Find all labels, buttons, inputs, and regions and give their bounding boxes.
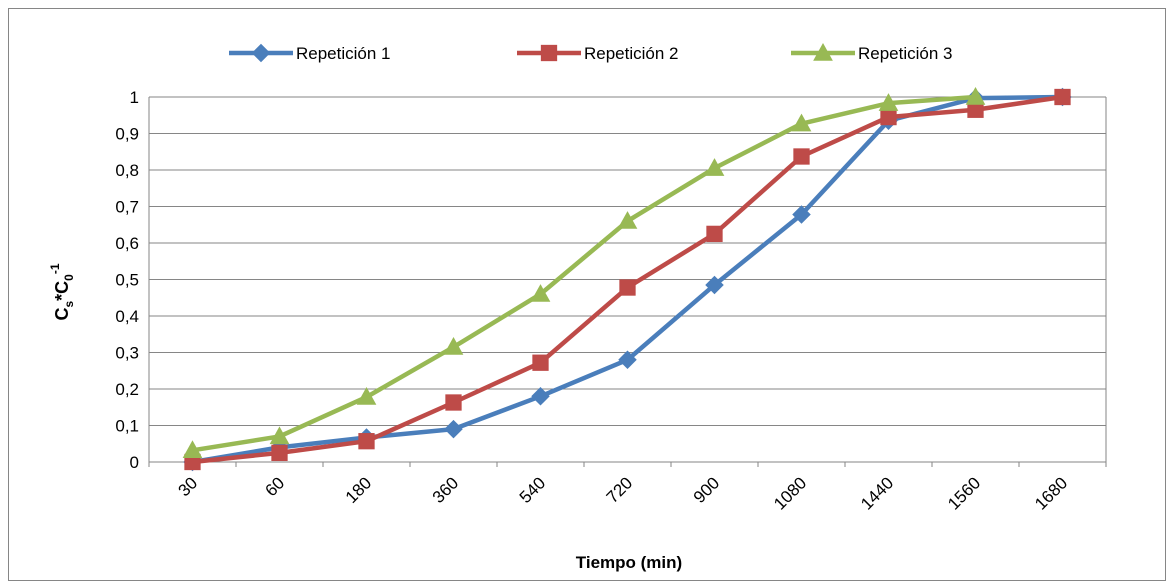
x-tick-label: 900 <box>690 473 723 506</box>
y-tick-label: 0,5 <box>115 271 139 290</box>
legend: Repetición 1 Repetición 2 Repetición 3 <box>229 42 953 63</box>
x-tick-label: 1440 <box>857 473 897 513</box>
diamond-marker <box>531 387 550 406</box>
y-tick-label: 0,3 <box>115 344 139 363</box>
legend-label: Repetición 1 <box>296 44 391 63</box>
y-tick-label: 0,6 <box>115 234 139 253</box>
diamond-marker <box>705 275 724 295</box>
series-line <box>192 94 976 453</box>
square-marker <box>619 279 636 296</box>
x-tick-label: 540 <box>516 473 549 506</box>
diamond-marker <box>251 43 271 63</box>
square-marker <box>532 354 549 371</box>
y-tick-label: 0 <box>130 453 139 472</box>
diamond-marker <box>792 205 811 224</box>
triangle-marker <box>443 336 464 355</box>
triangle-marker <box>791 113 812 132</box>
x-tick-label: 360 <box>429 473 462 506</box>
triangle-marker <box>704 158 725 176</box>
series-group <box>182 86 1072 472</box>
square-marker <box>793 148 810 165</box>
y-tick-label: 0,2 <box>115 380 139 399</box>
y-tick-label: 0,8 <box>115 161 139 180</box>
y-tick-label: 0,9 <box>115 125 139 144</box>
x-tick-label: 60 <box>262 473 289 500</box>
series-square <box>184 88 1071 471</box>
y-axis-title-mid: *C <box>52 281 72 301</box>
chart-frame: 0 0,1 0,2 0,3 0,4 0,5 0,6 0,7 0,8 0,9 1 30 60 180 360 5… <box>8 8 1166 581</box>
square-marker <box>706 225 723 243</box>
y-axis-title-sup: -1 <box>48 263 62 274</box>
diamond-marker <box>618 350 637 370</box>
line-chart: 0 0,1 0,2 0,3 0,4 0,5 0,6 0,7 0,8 0,9 1 30 60 180 360 5… <box>48 42 1107 572</box>
triangle-marker <box>356 387 377 405</box>
square-marker <box>358 433 375 450</box>
triangle-marker <box>269 426 290 445</box>
triangle-marker <box>530 284 551 302</box>
triangle-marker <box>813 42 833 61</box>
y-axis-title-sub1: s <box>62 301 76 308</box>
y-tick-label: 0,1 <box>115 417 139 436</box>
legend-entry: Repetición 3 <box>791 42 953 63</box>
square-marker <box>880 108 897 126</box>
diamond-marker <box>444 419 463 439</box>
square-marker <box>540 44 558 62</box>
legend-entry: Repetición 1 <box>229 43 391 63</box>
x-tick-label: 1560 <box>944 473 984 513</box>
x-tick-label: 1080 <box>770 473 810 513</box>
y-axis-title-base1: C <box>52 308 72 321</box>
x-tick-label: 30 <box>175 473 202 500</box>
x-tick-label: 180 <box>342 473 375 506</box>
triangle-marker <box>182 440 203 459</box>
y-axis-title-sub2: 0 <box>62 274 76 281</box>
y-tick-label: 1 <box>130 88 139 107</box>
triangle-marker <box>617 211 638 229</box>
x-axis-title: Tiempo (min) <box>576 553 682 572</box>
x-tick-label: 1680 <box>1031 473 1071 513</box>
triangle-marker <box>965 86 986 105</box>
y-tick-label: 0,4 <box>115 307 139 326</box>
y-axis-title: Cs*C0-1 <box>48 263 76 320</box>
gridlines <box>149 96 1106 426</box>
square-marker <box>271 444 288 462</box>
square-marker <box>445 394 462 411</box>
legend-entry: Repetición 2 <box>517 44 679 63</box>
square-marker <box>1054 88 1071 106</box>
y-tick-label: 0,7 <box>115 198 139 217</box>
legend-label: Repetición 2 <box>584 44 679 63</box>
series-triangle <box>182 86 986 459</box>
x-tick-label: 720 <box>603 473 636 506</box>
legend-label: Repetición 3 <box>858 44 953 63</box>
triangle-marker <box>878 93 899 111</box>
